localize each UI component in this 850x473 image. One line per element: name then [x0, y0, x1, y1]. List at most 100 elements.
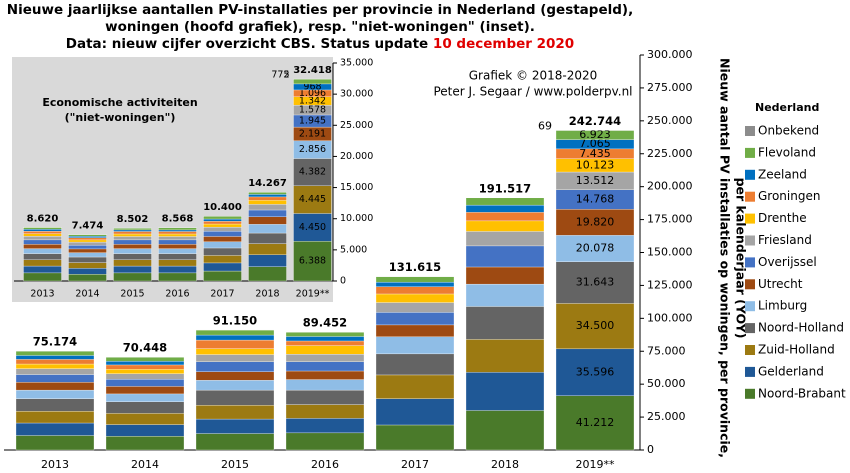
bar-segment: [203, 247, 242, 256]
bar-segment: [23, 253, 62, 260]
bar-segment: [23, 272, 62, 282]
bar-segment: [465, 306, 545, 340]
bar-segment: [15, 398, 95, 412]
legend-label: Limburg: [758, 299, 807, 313]
y-tick-label: 15.000: [340, 182, 373, 193]
x-tick-label: 2018: [255, 289, 279, 300]
bar-segment: [465, 410, 545, 451]
value-label: 1.096: [299, 88, 326, 99]
bar-segment: [68, 268, 107, 275]
bar-segment: [105, 361, 185, 366]
y-tick-label: 200.000: [647, 180, 693, 193]
bar-segment: [285, 432, 365, 451]
bar-segment: [293, 241, 332, 282]
x-tick-label: 2015: [120, 289, 144, 300]
value-label: 1.342: [299, 95, 326, 106]
total-label: 32.418: [293, 65, 332, 76]
total-label: 8.502: [117, 214, 149, 225]
total-label: 8.620: [27, 213, 59, 224]
bar-segment: [113, 233, 152, 237]
bar-segment: [68, 236, 107, 238]
y-tick-label: 75.000: [647, 344, 686, 357]
bar-segment: [293, 78, 332, 85]
bar-segment: [465, 283, 545, 307]
bar-segment: [465, 204, 545, 213]
bar-segment: [23, 265, 62, 274]
total-label: 10.400: [203, 202, 242, 213]
y-tick-label: 30.000: [340, 89, 373, 100]
bar-segment: [158, 231, 197, 235]
bar-segment: [105, 379, 185, 387]
bar-segment: [555, 235, 635, 262]
bar-segment: [203, 216, 242, 220]
y-tick-label: 5.000: [340, 244, 367, 255]
x-tick-label: 2015: [221, 458, 249, 471]
bar-segment: [285, 345, 365, 355]
bar-segment: [203, 236, 242, 242]
bar-segment: [195, 418, 275, 434]
bar-segment: [68, 273, 107, 282]
legend-title: Nederland: [755, 101, 819, 114]
bar-segment: [375, 424, 455, 451]
bar-segment: [293, 185, 332, 214]
bar-segment: [285, 332, 365, 337]
bar-segment: [113, 272, 152, 282]
bar-segment: [105, 401, 185, 414]
bar-segment: [375, 312, 455, 326]
bar-segment: [15, 368, 95, 375]
bar-segment: [203, 231, 242, 237]
bar-segment: [375, 302, 455, 313]
bar-segment: [23, 233, 62, 237]
bar-segment: [15, 389, 95, 399]
y-tick-label: 25.000: [340, 120, 373, 131]
legend-label: Drenthe: [758, 211, 807, 225]
legend-swatch: [745, 235, 755, 246]
bar-segment: [113, 248, 152, 254]
legend-label: Groningen: [758, 189, 820, 203]
bar-segment: [15, 363, 95, 369]
bar-segment: [158, 229, 197, 232]
annotation: Peter J. Segaar / www.polderpv.nl: [433, 85, 632, 99]
value-label: 4.382: [299, 167, 326, 178]
bar-segment: [105, 357, 185, 362]
bar-segment: [195, 405, 275, 420]
bar-segment: [248, 196, 287, 201]
bar-segment: [248, 243, 287, 255]
y-tick-label: 100.000: [647, 311, 693, 324]
y-tick-label: 20.000: [340, 151, 373, 162]
bar-segment: [158, 272, 197, 282]
bar-segment: [158, 233, 197, 237]
legend-label: Gelderland: [758, 364, 824, 378]
x-tick-label: 2019**: [576, 458, 615, 471]
bar-segment: [23, 259, 62, 267]
bar-segment: [105, 386, 185, 395]
bar-segment: [285, 370, 365, 380]
bar-segment: [23, 239, 62, 245]
bar-segment: [68, 248, 107, 253]
bar-segment: [195, 339, 275, 349]
bar-segment: [113, 228, 152, 231]
value-label: 10.123: [576, 158, 615, 171]
y-tick-label: 225.000: [647, 147, 693, 160]
x-tick-label: 2017: [210, 289, 234, 300]
legend-swatch: [745, 147, 755, 158]
value-label: 775: [271, 70, 289, 81]
bar-segment: [248, 224, 287, 234]
bar-segment: [555, 303, 635, 350]
legend-label: Zeeland: [758, 167, 807, 181]
chart-title: Nieuwe jaarlijkse aantallen PV-installat…: [7, 2, 633, 18]
legend-swatch: [745, 345, 755, 355]
title-part: Data: nieuw cijfer overzicht CBS. Status…: [66, 36, 433, 52]
x-tick-label: 2019**: [296, 289, 330, 300]
y-axis-label: per kalenderjaar (YOY): [734, 178, 749, 339]
chart-title: Data: nieuw cijfer overzicht CBS. Status…: [66, 36, 574, 52]
bar-segment: [113, 231, 152, 235]
value-label: 1.945: [299, 116, 326, 127]
bar-segment: [285, 389, 365, 405]
y-tick-label: 25.000: [647, 410, 686, 423]
bar-segment: [23, 248, 62, 254]
bar-segment: [465, 197, 545, 206]
value-label: 2: [283, 70, 289, 81]
bar-segment: [248, 266, 287, 282]
legend-label: Noord-Brabant: [758, 386, 846, 400]
